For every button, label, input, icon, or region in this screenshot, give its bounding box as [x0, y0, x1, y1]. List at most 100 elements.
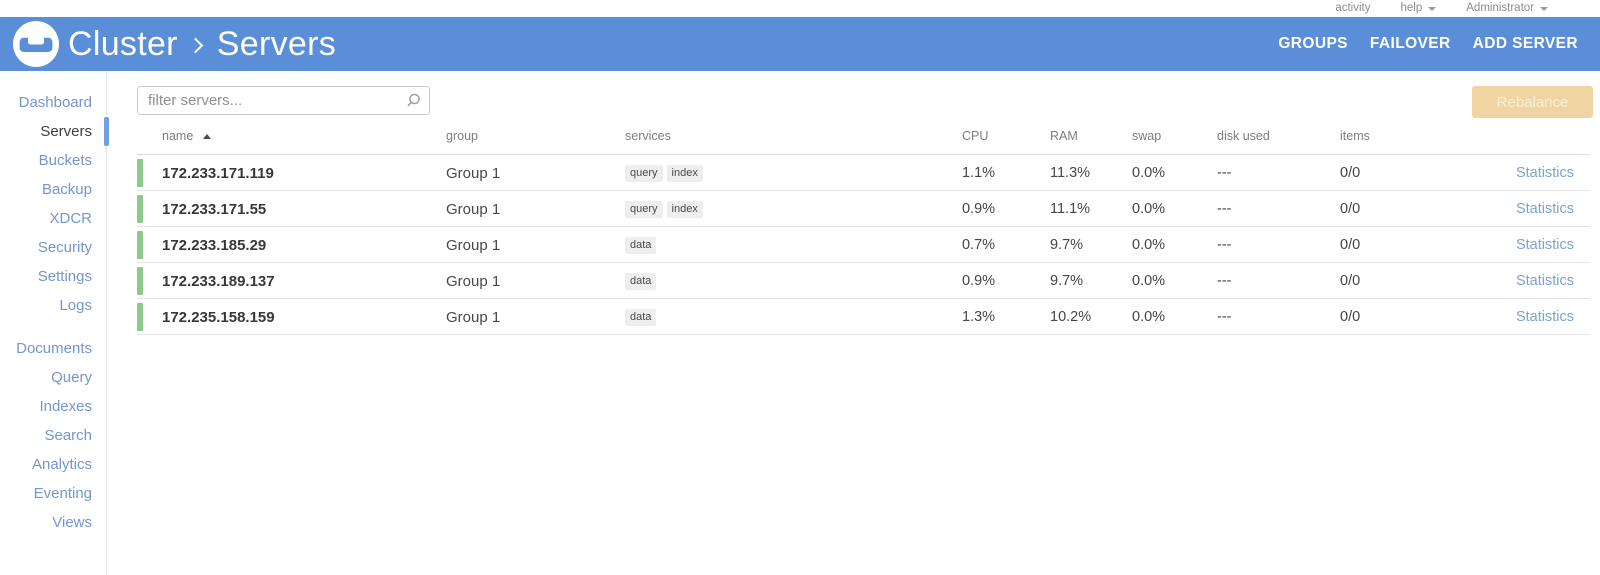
- sidebar-item-servers[interactable]: Servers: [0, 117, 109, 146]
- sidebar-item-security[interactable]: Security: [37, 239, 92, 256]
- server-swap: 0.0%: [1132, 309, 1166, 325]
- sidebar-item-documents[interactable]: Documents: [16, 340, 92, 357]
- help-menu[interactable]: help: [1400, 1, 1437, 15]
- sidebar-item-backup[interactable]: Backup: [41, 181, 92, 198]
- failover-button[interactable]: FAILOVER: [1369, 35, 1451, 53]
- server-ram: 11.3%: [1050, 165, 1091, 181]
- statistics-link[interactable]: Statistics: [1515, 165, 1574, 181]
- server-disk-used: ---: [1217, 165, 1232, 181]
- filter-servers-input[interactable]: [137, 86, 430, 115]
- column-header-items[interactable]: items: [1340, 129, 1370, 143]
- sidebar-item-dashboard[interactable]: Dashboard: [18, 94, 92, 111]
- column-header-swap[interactable]: swap: [1132, 129, 1162, 143]
- health-indicator: [137, 303, 143, 331]
- toolbar: Rebalance: [137, 86, 1593, 118]
- column-header-ram[interactable]: RAM: [1050, 129, 1078, 143]
- server-services: data: [625, 308, 962, 326]
- server-disk-used: ---: [1217, 273, 1232, 289]
- server-ram: 10.2%: [1050, 309, 1092, 325]
- activity-link[interactable]: activity: [1335, 1, 1371, 15]
- sidebar-item-xdcr[interactable]: XDCR: [49, 210, 92, 227]
- statistics-link[interactable]: Statistics: [1515, 201, 1574, 217]
- header-actions: GROUPS FAILOVER ADD SERVER: [1256, 36, 1578, 52]
- sidebar-item-logs[interactable]: Logs: [59, 297, 92, 314]
- health-indicator: [137, 231, 143, 259]
- server-swap: 0.0%: [1132, 237, 1166, 253]
- server-services: query index: [625, 200, 962, 218]
- couchbase-logo-icon: [13, 21, 59, 67]
- column-header-group[interactable]: group: [446, 129, 478, 143]
- activity-label: activity: [1335, 1, 1371, 14]
- server-row: 172.233.189.137 Group 1 data 0.9% 9.7% 0…: [137, 263, 1590, 299]
- topbar: activity help Administrator: [0, 0, 1600, 17]
- server-group: Group 1: [446, 272, 501, 290]
- filter-box: [137, 86, 430, 115]
- sidebar-item-views[interactable]: Views: [52, 514, 92, 531]
- column-header-services[interactable]: services: [625, 129, 671, 143]
- server-swap: 0.0%: [1132, 165, 1166, 181]
- server-swap: 0.0%: [1132, 273, 1166, 289]
- server-items: 0/0: [1340, 273, 1361, 289]
- search-icon: [407, 93, 420, 107]
- table-body: 172.233.171.119 Group 1 query index 1.1% …: [137, 155, 1590, 335]
- server-group: Group 1: [446, 200, 501, 218]
- server-cpu: 0.9%: [962, 201, 996, 217]
- service-badge-query: query: [625, 201, 663, 218]
- server-name: 172.233.189.137: [162, 272, 275, 290]
- column-header-disk-used[interactable]: disk used: [1217, 129, 1270, 143]
- server-items: 0/0: [1340, 165, 1361, 181]
- rebalance-button[interactable]: Rebalance: [1472, 86, 1593, 118]
- sidebar-group-cluster: Dashboard Servers Buckets Backup XDCR Securit…: [0, 88, 109, 320]
- server-name: 172.233.171.55: [162, 200, 267, 218]
- sidebar-item-eventing[interactable]: Eventing: [33, 485, 92, 502]
- server-group: Group 1: [446, 308, 501, 326]
- statistics-link[interactable]: Statistics: [1515, 237, 1574, 253]
- server-row: 172.233.185.29 Group 1 data 0.7% 9.7% 0.…: [137, 227, 1590, 263]
- server-cpu: 0.7%: [962, 237, 996, 253]
- column-header-cpu[interactable]: CPU: [962, 129, 989, 143]
- user-label: Administrator: [1466, 1, 1534, 14]
- statistics-link[interactable]: Statistics: [1515, 309, 1574, 325]
- sidebar-item-search[interactable]: Search: [44, 427, 92, 444]
- chevron-right-icon: [187, 37, 204, 53]
- servers-page: Rebalance name group services CPU RAM sw…: [107, 71, 1600, 575]
- breadcrumb-cluster: Cluster: [68, 24, 178, 63]
- sidebar-item-query[interactable]: Query: [51, 369, 92, 386]
- server-name: 172.233.171.119: [162, 164, 274, 182]
- server-services: data: [625, 236, 962, 254]
- health-indicator: [137, 195, 143, 223]
- chevron-down-icon: [1428, 6, 1437, 11]
- service-badge-index: index: [666, 165, 703, 182]
- add-server-button[interactable]: ADD SERVER: [1472, 35, 1578, 53]
- server-ram: 11.1%: [1050, 201, 1091, 217]
- table-header-row: name group services CPU RAM swap disk us…: [137, 118, 1590, 155]
- service-badge-index: index: [666, 201, 703, 218]
- server-items: 0/0: [1340, 201, 1361, 217]
- server-row: 172.233.171.119 Group 1 query index 1.1% …: [137, 155, 1590, 191]
- server-group: Group 1: [446, 236, 501, 254]
- sidebar: Dashboard Servers Buckets Backup XDCR Securit…: [0, 71, 109, 575]
- server-ram: 9.7%: [1050, 237, 1084, 253]
- server-group: Group 1: [446, 164, 501, 182]
- user-menu[interactable]: Administrator: [1466, 1, 1548, 15]
- brand: Cluster Servers: [13, 21, 336, 67]
- server-cpu: 1.3%: [962, 309, 996, 325]
- sidebar-item-analytics[interactable]: Analytics: [31, 456, 92, 473]
- server-cpu: 1.1%: [962, 165, 996, 181]
- sidebar-item-settings[interactable]: Settings: [37, 268, 92, 285]
- app-header: Cluster Servers GROUPS FAILOVER ADD SERV…: [0, 17, 1600, 71]
- sidebar-item-buckets[interactable]: Buckets: [38, 152, 92, 169]
- health-indicator: [137, 159, 143, 187]
- help-label: help: [1400, 1, 1423, 14]
- server-items: 0/0: [1340, 237, 1361, 253]
- servers-table: name group services CPU RAM swap disk us…: [137, 118, 1590, 335]
- groups-button[interactable]: GROUPS: [1278, 35, 1348, 53]
- server-row: 172.235.158.159 Group 1 data 1.3% 10.2% …: [137, 299, 1590, 335]
- server-cpu: 0.9%: [962, 273, 996, 289]
- server-services: data: [625, 272, 962, 290]
- server-swap: 0.0%: [1132, 201, 1166, 217]
- column-header-name[interactable]: name: [137, 129, 446, 143]
- service-badge-data: data: [625, 309, 657, 326]
- sidebar-item-indexes[interactable]: Indexes: [39, 398, 92, 415]
- statistics-link[interactable]: Statistics: [1515, 273, 1574, 289]
